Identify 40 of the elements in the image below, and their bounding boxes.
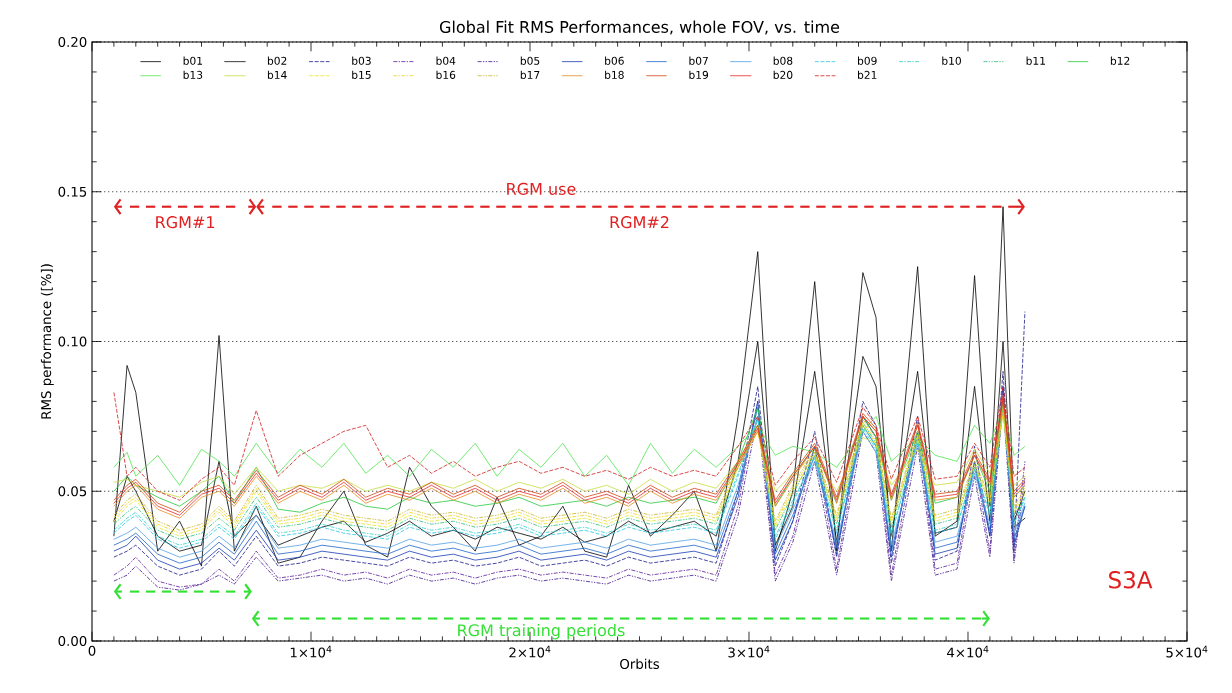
legend-label: b11 (1026, 56, 1045, 65)
y-tick-label: 0.20 (58, 36, 87, 48)
legend-label: b08 (773, 56, 793, 65)
x-axis-title: Orbits (620, 658, 660, 670)
y-tick-label: 0.05 (58, 486, 87, 497)
x-tick-label: 0 (88, 645, 96, 656)
annotation: S3A (1109, 571, 1153, 589)
legend-label: b05 (520, 56, 540, 65)
legend-label: b15 (352, 70, 371, 79)
y-axis-title: RMS performance ([%]) (40, 264, 54, 419)
y-tick-label: 0.10 (58, 336, 87, 347)
x-tick-label: 2×10$^{4}$ (509, 645, 551, 658)
annotation: RGM#1 (156, 216, 215, 229)
y-tick-label: 0.00 (58, 635, 87, 647)
legend-label: b12 (1110, 56, 1130, 65)
x-tick-label: 4×10$^{4}$ (947, 645, 989, 658)
y-tick-label: 0.15 (58, 186, 87, 197)
x-tick-label: 5×10$^{4}$ (1166, 645, 1208, 658)
x-tick-label: 1×10$^{4}$ (290, 645, 332, 658)
legend-label: b21 (858, 70, 877, 79)
legend-label: b02 (267, 56, 287, 65)
legend-label: b01 (183, 56, 203, 65)
annotation: RGM training periods (458, 623, 625, 640)
legend-label: b06 (605, 56, 624, 65)
x-tick-label: 3×10$^{4}$ (728, 645, 770, 658)
legend-label: b07 (689, 56, 708, 65)
chart-title: Global Fit RMS Performances, whole FOV, vs. time (439, 20, 840, 35)
legend-label: b14 (267, 70, 287, 79)
legend-label: b09 (858, 56, 877, 65)
legend-label: b03 (352, 56, 371, 65)
legend-label: b20 (773, 70, 793, 79)
legend-label: b13 (183, 70, 203, 79)
legend-label: b17 (520, 70, 540, 79)
legend-label: b04 (436, 56, 456, 65)
legend-label: b18 (605, 70, 624, 79)
legend-label: b16 (436, 70, 456, 79)
legend-label: b19 (689, 70, 709, 79)
annotation: RGM use (507, 182, 576, 195)
legend-label: b10 (942, 56, 961, 65)
annotation: RGM#2 (610, 216, 669, 229)
